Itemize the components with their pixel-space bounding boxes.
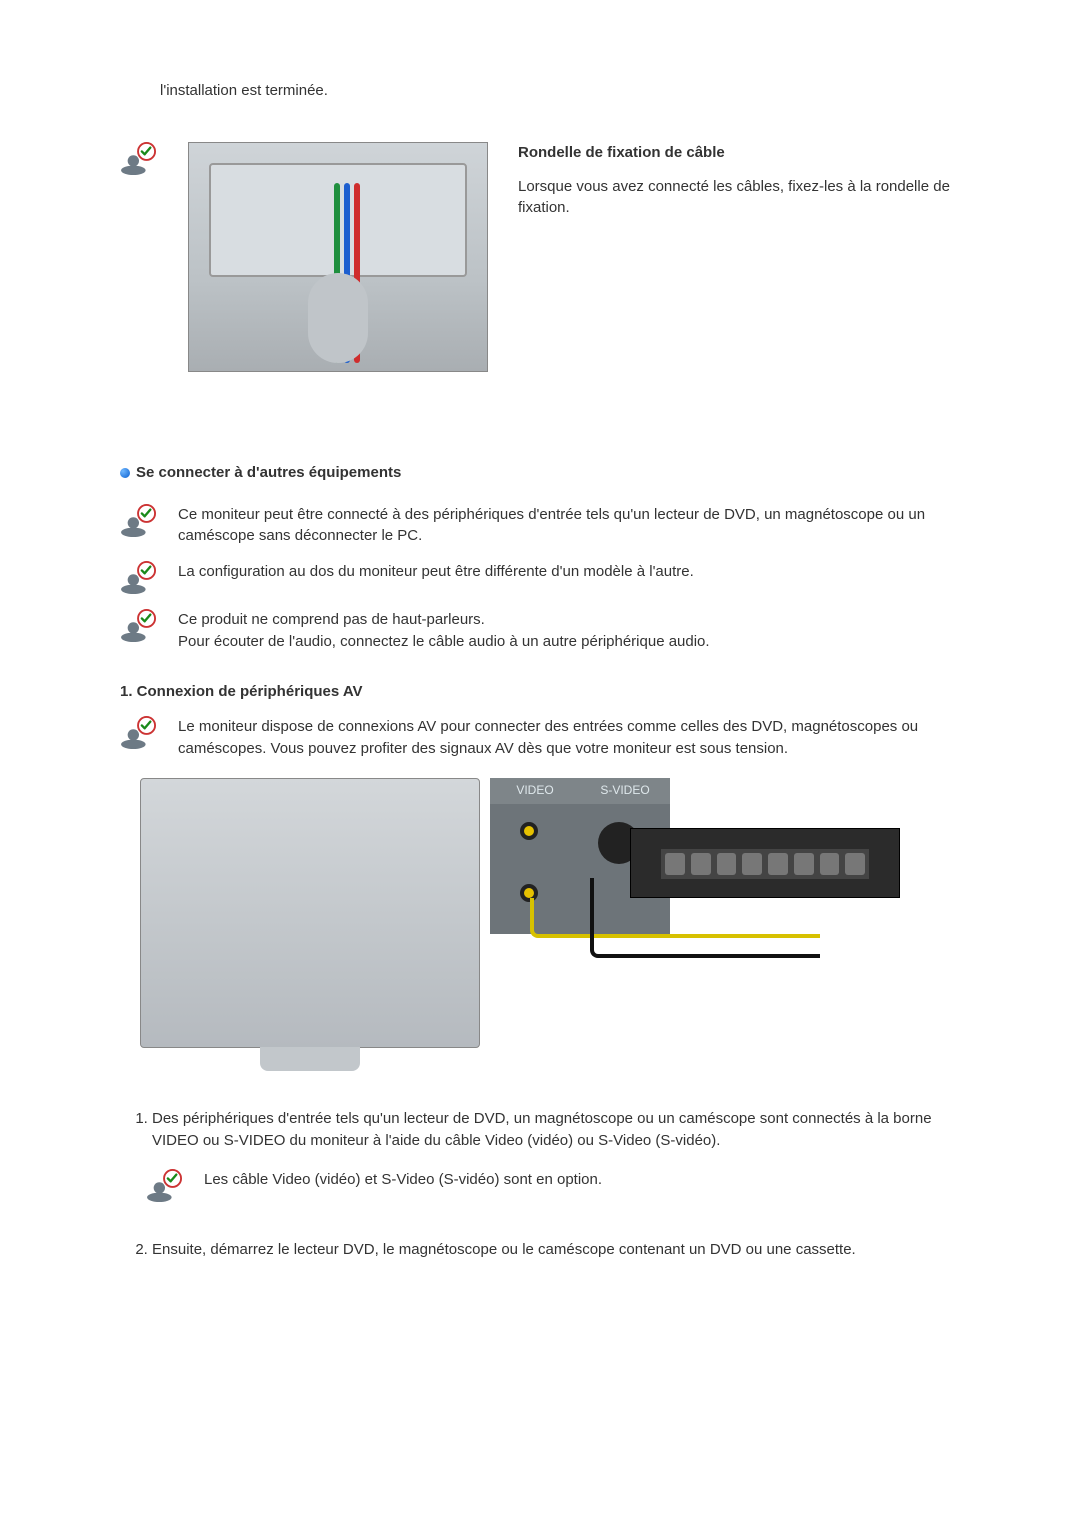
av-subheading: 1. Connexion de périphériques AV — [120, 681, 960, 703]
note-row-3: Ce produit ne comprend pas de haut-parle… — [120, 609, 960, 653]
note-text-3: Ce produit ne comprend pas de haut-parle… — [178, 609, 960, 653]
av-step-1-note-text: Les câble Video (vidéo) et S-Video (S-vi… — [204, 1169, 602, 1191]
note-row-1: Ce moniteur peut être connecté à des pér… — [120, 504, 960, 548]
av-step-2: Ensuite, démarrez le lecteur DVD, le mag… — [152, 1239, 960, 1261]
dvd-vcr-device — [630, 828, 900, 898]
cable-ring-heading: Rondelle de fixation de câble — [518, 142, 960, 164]
socket-label-bar: VIDEO S-VIDEO — [490, 778, 670, 804]
av-step-1-note-row: Les câble Video (vidéo) et S-Video (S-vi… — [146, 1169, 960, 1203]
svideo-label: S-VIDEO — [580, 782, 670, 799]
check-person-icon — [120, 561, 158, 595]
av-intro-text: Le moniteur dispose de connexions AV pou… — [178, 716, 960, 760]
note-text-2: La configuration au dos du moniteur peut… — [178, 561, 960, 583]
check-person-icon — [120, 142, 158, 176]
av-step-1: Des périphériques d'entrée tels qu'un le… — [152, 1108, 960, 1204]
video-label: VIDEO — [490, 782, 580, 799]
device-port-row — [661, 849, 869, 879]
av-step-1-text: Des périphériques d'entrée tels qu'un le… — [152, 1110, 932, 1149]
note-text-1: Ce moniteur peut être connecté à des pér… — [178, 504, 960, 548]
rca-bottom-socket-icon — [520, 884, 538, 902]
installation-complete-text: l'installation est terminée. — [160, 80, 960, 102]
check-person-icon — [120, 716, 158, 750]
other-equipment-heading: Se connecter à d'autres équipements — [136, 462, 401, 484]
blue-bullet-icon — [120, 468, 130, 478]
cable-ring-text: Rondelle de fixation de câble Lorsque vo… — [518, 142, 960, 219]
av-steps-list: Des périphériques d'entrée tels qu'un le… — [152, 1108, 960, 1261]
check-person-icon — [120, 504, 158, 538]
monitor-back-illustration — [140, 778, 480, 1048]
note-row-2: La configuration au dos du moniteur peut… — [120, 561, 960, 595]
manual-page: l'installation est terminée. Rondelle de… — [120, 80, 960, 1261]
av-intro-row: Le moniteur dispose de connexions AV pou… — [120, 716, 960, 760]
cable-ring-body: Lorsque vous avez connecté les câbles, f… — [518, 176, 960, 220]
av-connection-illustration: VIDEO S-VIDEO — [140, 778, 900, 1078]
other-equipment-heading-row: Se connecter à d'autres équipements — [120, 462, 960, 484]
check-person-icon — [146, 1169, 184, 1203]
rca-top-socket-icon — [520, 822, 538, 840]
cable-ring-illustration — [188, 142, 488, 372]
av-step-2-text: Ensuite, démarrez le lecteur DVD, le mag… — [152, 1241, 856, 1258]
check-person-icon — [120, 609, 158, 643]
cable-ring-block: Rondelle de fixation de câble Lorsque vo… — [120, 142, 960, 372]
